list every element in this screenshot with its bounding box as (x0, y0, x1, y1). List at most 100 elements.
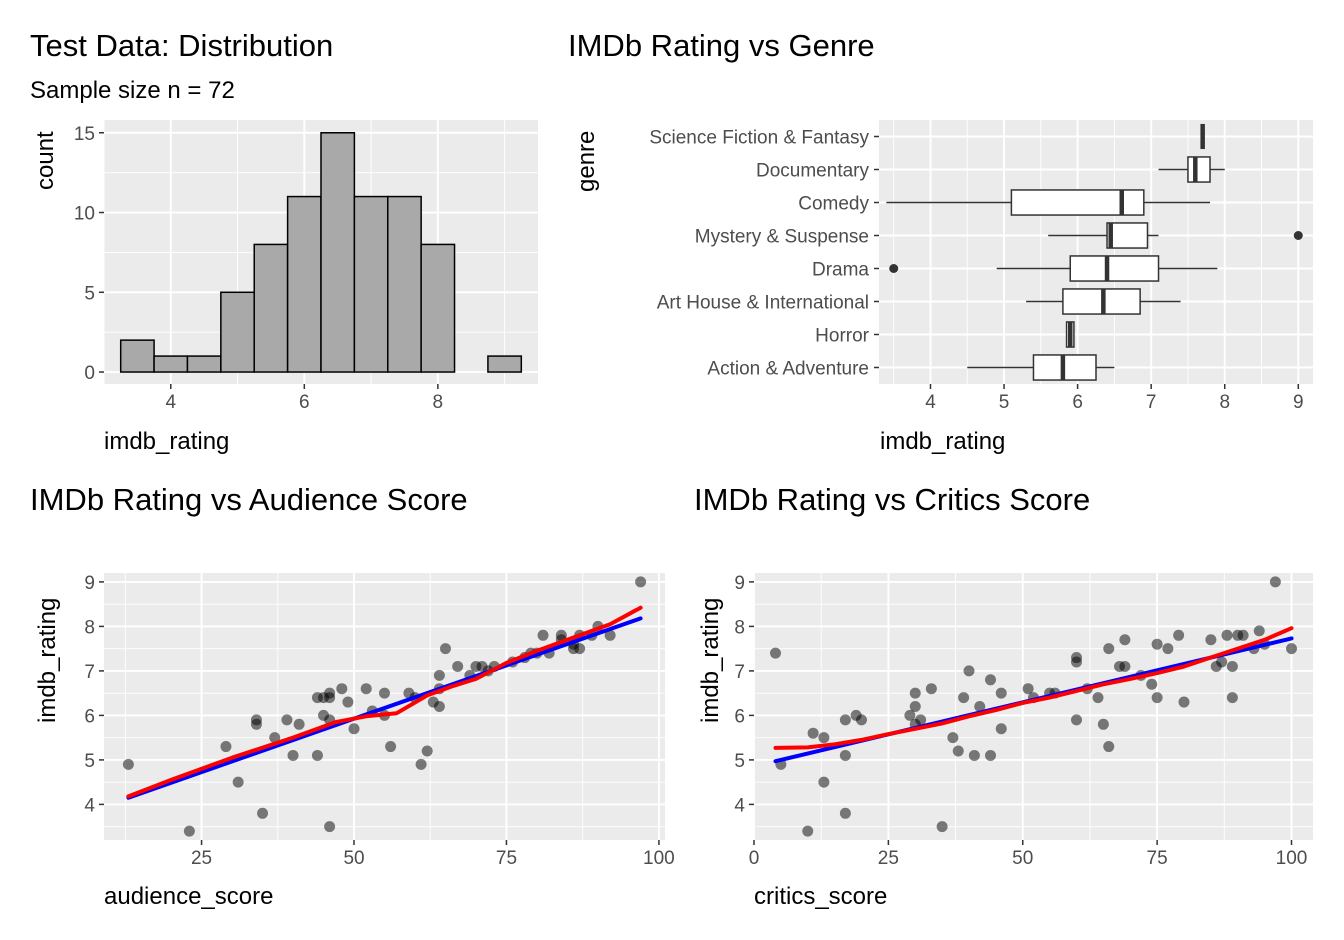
boxplot-x-tick-label: 8 (1219, 392, 1230, 413)
audience-scatter-x-tick-label: 50 (343, 848, 364, 869)
boxplot-category-label: Horror (815, 326, 870, 347)
critics-scatter-point (985, 749, 996, 761)
audience-scatter-title: IMDb Rating vs Audience Score (30, 482, 468, 517)
histogram-bar (487, 355, 523, 373)
critics-scatter-point (1162, 643, 1174, 655)
audience-scatter-point (348, 723, 360, 735)
audience-scatter-point (421, 745, 433, 757)
histogram-x-tick-label: 8 (433, 392, 444, 413)
boxplot-category-label: Drama (812, 260, 869, 281)
histogram-y-tick-label: 10 (74, 204, 95, 225)
audience-scatter-point (604, 629, 616, 641)
critics-scatter-y-tick-label: 8 (734, 617, 745, 638)
boxplot-x-tick-label: 9 (1293, 392, 1304, 413)
critics-scatter-point (925, 683, 937, 695)
audience-scatter-plot-area: 25 50 75 100 4 5 6 7 8 9 (84, 573, 674, 869)
audience-scatter-point (342, 696, 354, 708)
audience-scatter-point (232, 776, 244, 788)
histogram-title: Test Data: Distribution (30, 28, 333, 63)
boxplot-x-axis-title: imdb_rating (880, 428, 1005, 455)
audience-scatter-x-tick-label: 25 (191, 848, 212, 869)
critics-scatter-chart: IMDb Rating vs Critics Score critics_sco… (694, 482, 1313, 910)
audience-scatter-x-tick-label: 75 (496, 848, 517, 869)
histogram-bar (153, 355, 189, 373)
critics-scatter-y-tick-label: 4 (734, 795, 745, 816)
critics-scatter-point (904, 709, 916, 721)
critics-scatter-point (915, 714, 927, 726)
critics-scatter-x-tick-label: 75 (1147, 848, 1168, 869)
histogram-bar (420, 243, 456, 373)
critics-scatter-point (968, 749, 980, 761)
critics-scatter-point (1092, 692, 1104, 704)
boxplot-box (1069, 255, 1160, 282)
audience-scatter-point (452, 660, 464, 672)
critics-scatter-plot-area: 0 25 50 75 100 4 5 6 7 8 9 (734, 573, 1313, 869)
critics-scatter-point (1119, 660, 1131, 672)
critics-scatter-point (1269, 576, 1281, 588)
boxplot-plot-area: Science Fiction & Fantasy Documentary Come… (649, 120, 1313, 413)
audience-scatter-point (122, 758, 134, 770)
critics-scatter-point (958, 692, 970, 704)
critics-scatter-point (909, 687, 921, 699)
audience-scatter-y-tick-label: 9 (84, 573, 95, 594)
critics-scatter-point (1071, 656, 1082, 668)
audience-scatter-point (360, 683, 372, 695)
critics-scatter-point (1173, 629, 1185, 641)
histogram-y-tick-label: 0 (84, 363, 95, 384)
audience-scatter-point (269, 732, 281, 744)
audience-scatter-y-tick-label: 8 (84, 617, 95, 638)
critics-scatter-point (1226, 692, 1238, 704)
critics-scatter-point (1119, 634, 1131, 646)
critics-scatter-point (1226, 660, 1238, 672)
critics-scatter-point (1103, 643, 1115, 655)
critics-scatter-point (947, 732, 959, 744)
histogram-bar (387, 195, 422, 373)
boxplot-category-label: Art House & International (657, 293, 869, 314)
critics-scatter-point (1286, 643, 1297, 655)
histogram-bar (253, 243, 289, 373)
audience-scatter-loess-fit-line (126, 605, 643, 799)
critics-scatter-point (974, 701, 986, 712)
audience-scatter-point (220, 741, 232, 753)
boxplot-panel-background (879, 120, 1313, 384)
audience-scatter-point (183, 825, 195, 837)
critics-scatter-point (1022, 683, 1034, 695)
critics-scatter-point (963, 665, 975, 677)
critics-scatter-point (818, 776, 830, 788)
critics-scatter-y-tick-label: 7 (734, 662, 745, 683)
critics-scatter-point (1146, 678, 1158, 690)
boxplot-box (1106, 222, 1149, 249)
critics-scatter-point (770, 647, 781, 659)
histogram-y-tick-label: 15 (74, 124, 95, 145)
audience-scatter-point (385, 741, 397, 753)
critics-scatter-point (952, 745, 964, 757)
critics-scatter-point (1071, 714, 1082, 726)
critics-scatter-point (1151, 638, 1163, 650)
audience-scatter-point (336, 683, 348, 695)
boxplot-outlier-point (1293, 231, 1303, 240)
critics-scatter-point (1221, 629, 1233, 641)
boxplot-x-tick-label: 6 (1072, 392, 1083, 413)
critics-scatter-y-tick-label: 5 (734, 751, 745, 772)
histogram-bar (186, 355, 222, 373)
critics-scatter-panel-background (754, 573, 1313, 840)
histogram-y-tick-label: 5 (84, 283, 95, 304)
audience-scatter-point (555, 629, 567, 641)
critics-scatter-point (1103, 741, 1115, 753)
critics-scatter-point (1205, 634, 1217, 646)
critics-scatter-point (1216, 656, 1228, 668)
critics-scatter-point (1178, 696, 1190, 708)
boxplot-box (1187, 156, 1211, 183)
audience-scatter-y-tick-label: 6 (84, 706, 95, 727)
audience-scatter-point (293, 718, 305, 730)
audience-scatter-point (574, 643, 586, 655)
histogram-subtitle: Sample size n = 72 (30, 77, 235, 104)
critics-scatter-point (936, 821, 948, 833)
audience-scatter-y-tick-label: 4 (84, 795, 95, 816)
histogram-chart: Test Data: Distribution Sample size n = … (30, 28, 538, 455)
boxplot-chart: IMDb Rating vs Genre imdb_rating genre S… (568, 28, 1313, 455)
critics-scatter-x-axis-title: critics_score (754, 883, 887, 910)
audience-scatter-point (439, 643, 451, 655)
histogram-bar (220, 291, 255, 373)
